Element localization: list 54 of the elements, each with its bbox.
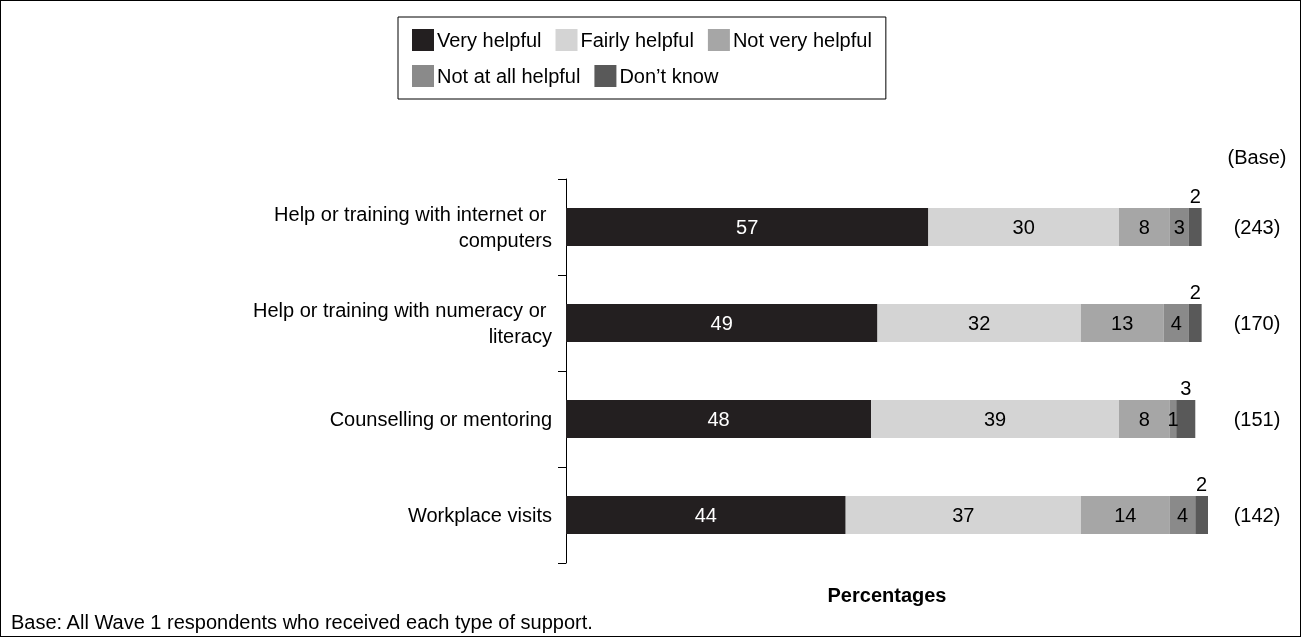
legend-label: Don’t know — [619, 65, 719, 87]
legend-label: Not very helpful — [732, 29, 872, 51]
bar — [566, 400, 872, 438]
data-label: 49 — [710, 312, 733, 334]
bar — [1188, 208, 1202, 246]
data-label: 39 — [983, 408, 1007, 430]
text: (243) — [1233, 216, 1281, 238]
bar — [1188, 304, 1202, 342]
bar — [928, 208, 1120, 246]
data-label: 8 — [1138, 408, 1150, 430]
bar — [877, 304, 1081, 342]
text: (170) — [1233, 312, 1281, 334]
bar — [1119, 400, 1170, 438]
bar — [1163, 304, 1189, 342]
data-label: 2 — [1196, 473, 1208, 495]
data-label: 4 — [1170, 312, 1182, 334]
bar — [566, 496, 846, 534]
bar — [1176, 400, 1196, 438]
y-tick-label: Help or training with numeracy or literacy — [252, 299, 552, 347]
data-label: 1 — [1167, 408, 1179, 430]
data-label: 3 — [1173, 216, 1185, 238]
x-axis-title: Percentages — [827, 584, 947, 606]
bar — [566, 208, 929, 246]
bar — [1119, 208, 1170, 246]
bar — [1169, 496, 1196, 534]
bar — [1080, 304, 1164, 342]
legend-label: Fairly helpful — [580, 29, 694, 51]
data-label: 13 — [1111, 312, 1134, 334]
data-label: 48 — [707, 408, 730, 430]
data-label: 44 — [694, 504, 717, 526]
data-label: 30 — [1012, 216, 1035, 238]
data-label: 2 — [1189, 185, 1201, 207]
data-label: 32 — [968, 312, 991, 334]
y-tick-label: Help or training with internet or computers — [274, 203, 552, 251]
text: (142) — [1233, 504, 1281, 526]
data-label: 37 — [952, 504, 975, 526]
bar — [1080, 496, 1170, 534]
legend-label: Very helpful — [437, 29, 542, 51]
data-label: 2 — [1189, 281, 1201, 303]
y2-axis-title: (Base) — [1227, 146, 1287, 168]
data-label: 57 — [736, 216, 759, 238]
bar — [566, 304, 878, 342]
data-label: 14 — [1114, 504, 1137, 526]
y-tick-label: Workplace visits — [407, 504, 552, 526]
bar — [871, 400, 1120, 438]
text: (151) — [1233, 408, 1281, 430]
bar — [845, 496, 1081, 534]
legend-label: Not at all helpful — [437, 65, 581, 87]
data-label: 3 — [1180, 377, 1192, 399]
data-label: 8 — [1138, 216, 1150, 238]
data-label: 4 — [1177, 504, 1189, 526]
y-tick-label: Counselling or mentoring — [329, 408, 552, 430]
text: Base: All Wave 1 respondents who received each type of support. — [11, 611, 593, 633]
bar — [1195, 496, 1208, 534]
